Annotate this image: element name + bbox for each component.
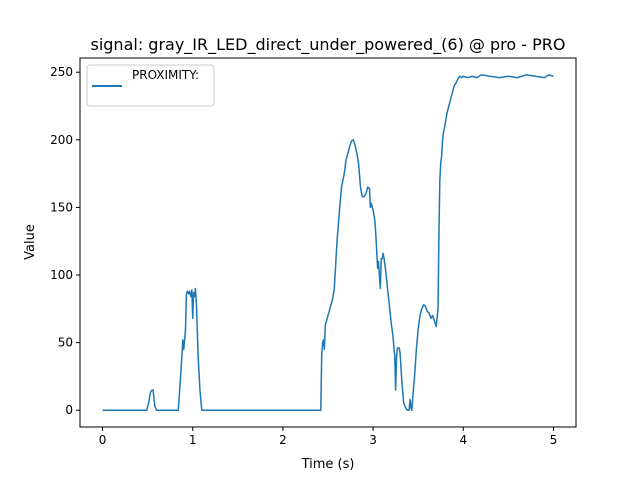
x-tick-label: 0 <box>99 433 107 447</box>
y-tick-label: 50 <box>58 336 73 350</box>
legend: PROXIMITY: <box>86 64 215 107</box>
x-tick-label: 1 <box>189 433 197 447</box>
legend-label: PROXIMITY: <box>132 68 199 82</box>
x-tick-label: 3 <box>369 433 377 447</box>
x-tick-label: 2 <box>279 433 287 447</box>
y-tick-label: 100 <box>50 268 73 282</box>
chart-title: signal: gray_IR_LED_direct_under_powered… <box>90 35 565 55</box>
plot-area <box>102 74 554 411</box>
y-axis-label: Value <box>23 224 38 260</box>
y-tick-label: 250 <box>50 65 73 79</box>
legend-box <box>86 64 215 107</box>
x-axis: 0 1 2 3 4 5 <box>99 427 558 447</box>
y-tick-label: 0 <box>65 403 73 417</box>
x-tick-label: 4 <box>459 433 467 447</box>
x-tick-label: 5 <box>550 433 558 447</box>
y-tick-label: 200 <box>50 133 73 147</box>
y-tick-label: 150 <box>50 200 73 214</box>
x-axis-label: Time (s) <box>301 457 355 472</box>
y-axis: 0 50 100 150 200 250 <box>50 65 80 417</box>
axes-frame <box>79 57 577 428</box>
series-line-0 <box>102 74 554 411</box>
